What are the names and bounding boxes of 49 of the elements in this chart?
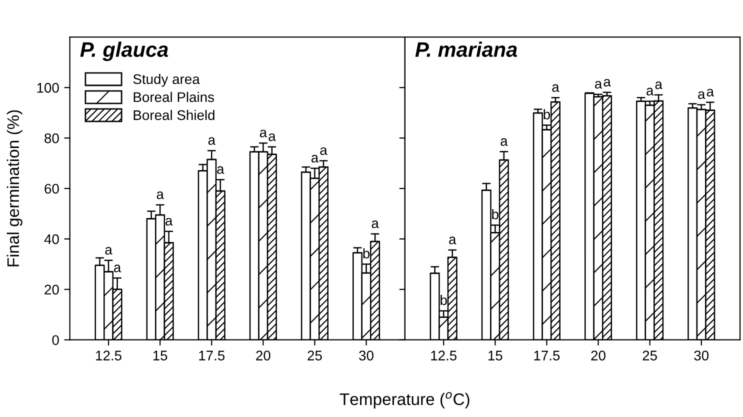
data-label: a [105,247,112,255]
x-tick-label: 17.5 [199,350,225,360]
data-label: a [594,81,602,89]
data-label: a [646,88,654,96]
data-label: a [320,147,328,155]
data-label: a [449,236,456,244]
data-label: a [208,137,216,145]
y-tick-label: 100 [37,82,59,93]
data-label: b [492,209,498,220]
data-label: a [166,218,173,226]
x-tick-label: 30 [694,350,709,360]
data-label: a [698,91,706,99]
data-label: a [706,88,714,96]
data-label: a [311,154,319,163]
data-label: b [544,109,550,120]
x-tick-label: 12.5 [96,350,122,360]
x-tick-label: 15 [153,350,168,360]
data-label: a [372,220,379,228]
x-tick-label: 25 [308,350,322,360]
chart-title: P. mariana [415,42,518,57]
chart-title: P. glauca [80,42,168,62]
x-tick-label: 25 [642,350,657,360]
x-tick-label: 20 [591,350,606,360]
x-axis-title: Temperature ($^{o}$C) [340,392,470,408]
x-tick-label: 17.5 [534,350,560,360]
data-label: a [260,130,268,138]
legend-label: Boreal Shield [134,110,214,120]
x-tick-label: 12.5 [431,350,457,360]
y-tick-label: 0 [52,335,59,346]
data-label: a [552,84,560,92]
data-label: b [363,248,370,258]
data-label: a [268,133,276,142]
data-label: b [440,294,447,306]
data-label: a [217,166,224,174]
y-tick-label: 80 [44,133,59,144]
legend-label: Boreal Plains [134,92,214,102]
y-axis-title: Final germination (%) [6,110,22,266]
x-tick-label: 30 [359,350,374,360]
y-tick-label: 20 [44,284,59,295]
data-label: a [655,82,662,90]
x-tick-label: 15 [488,350,502,360]
y-tick-label: 60 [44,184,59,194]
data-label: a [604,78,611,87]
data-label: a [114,264,122,272]
data-label: a [500,138,508,146]
y-tick-label: 40 [44,234,59,244]
legend-label: Study area [133,74,200,87]
data-label: a [156,192,164,200]
x-tick-label: 20 [256,350,270,360]
